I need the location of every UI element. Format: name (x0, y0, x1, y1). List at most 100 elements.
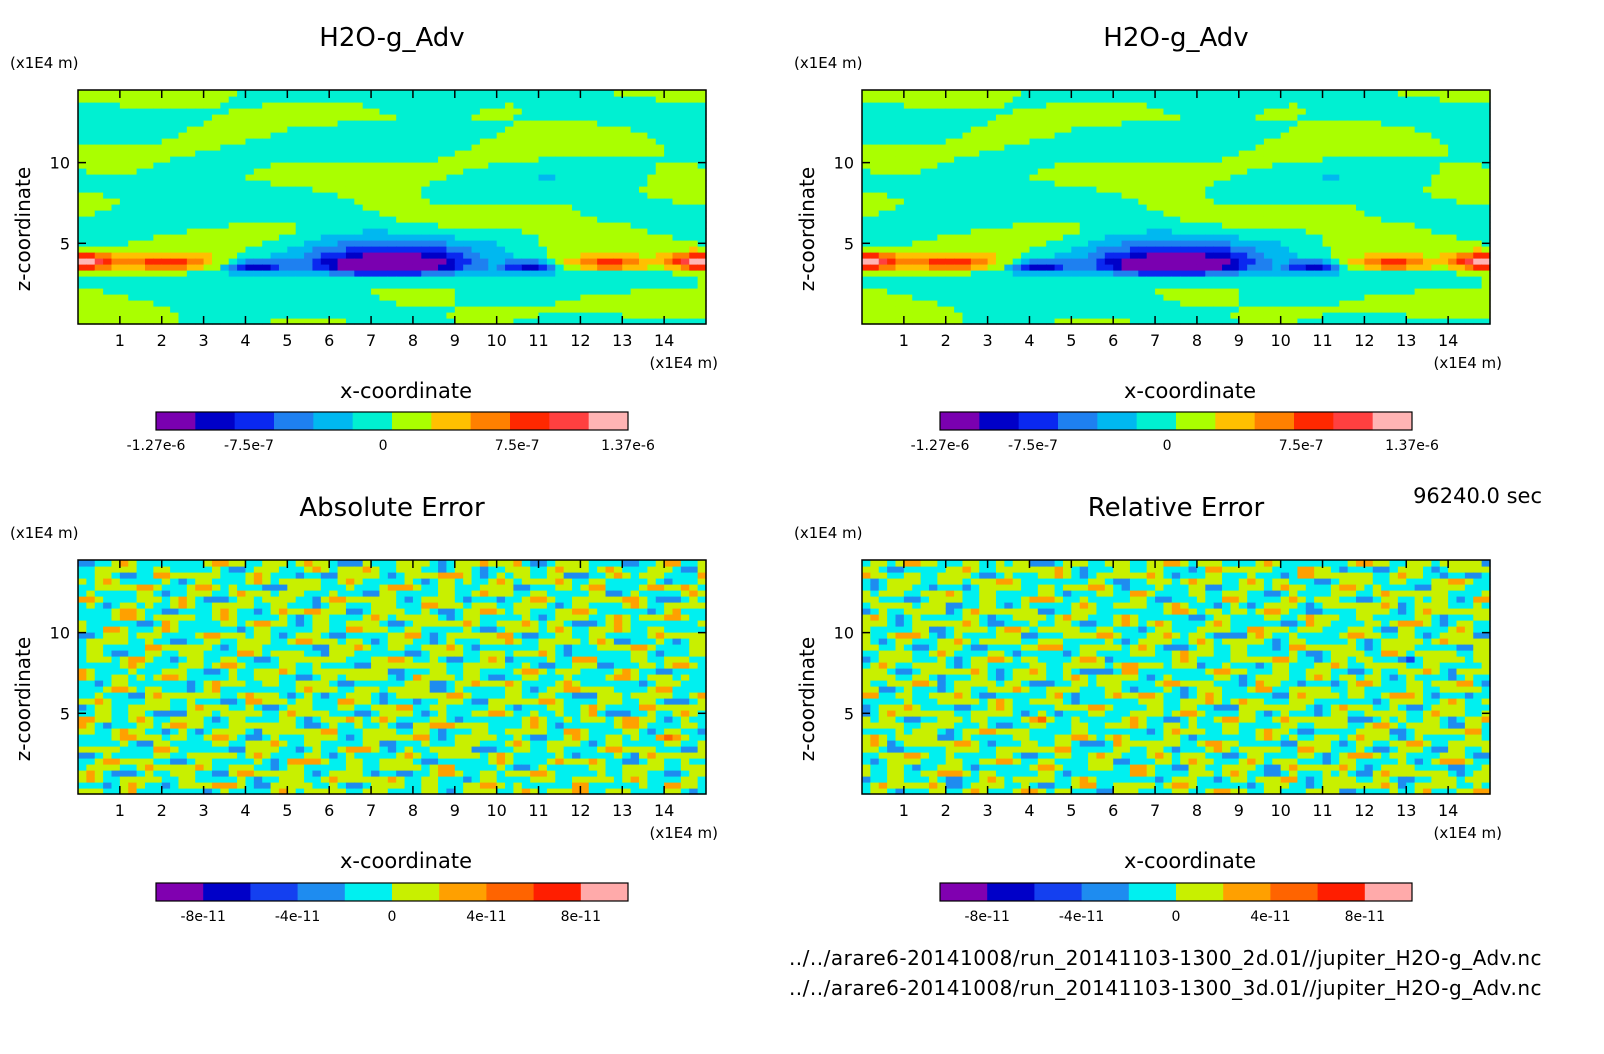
heatmap-cell (253, 204, 263, 211)
heatmap-cell (945, 300, 955, 307)
heatmap-cell (262, 156, 272, 163)
heatmap-cell (78, 90, 87, 97)
heatmap-cell (878, 180, 888, 187)
heatmap-cell (387, 210, 397, 217)
heatmap-cell (479, 96, 489, 103)
heatmap-cell (1079, 228, 1089, 235)
heatmap-cell (1205, 198, 1215, 205)
heatmap-cell (903, 102, 913, 109)
heatmap-cell (111, 120, 121, 127)
heatmap-cell (304, 138, 314, 145)
heatmap-cell (1255, 228, 1265, 235)
heatmap-cell (920, 228, 930, 235)
heatmap-cell (538, 252, 548, 259)
heatmap-cell (697, 186, 707, 193)
heatmap-cell (1180, 150, 1190, 157)
heatmap-cell (1121, 162, 1131, 169)
heatmap-cell (672, 162, 682, 169)
heatmap-cell (371, 234, 381, 241)
heatmap-cell (1088, 168, 1098, 175)
heatmap-cell (278, 294, 288, 301)
heatmap-cell (245, 156, 255, 163)
heatmap-cell (1054, 264, 1064, 271)
heatmap-cell (1138, 204, 1148, 211)
heatmap-cell (463, 294, 473, 301)
heatmap-cell (1180, 204, 1190, 211)
heatmap-cell (488, 138, 498, 145)
heatmap-cell (630, 216, 640, 223)
heatmap-cell (1280, 240, 1290, 247)
heatmap-cell (136, 90, 146, 97)
heatmap-cell (1138, 264, 1148, 271)
heatmap-cell (1247, 132, 1257, 139)
heatmap-cell (1096, 312, 1106, 319)
heatmap-cell (1213, 138, 1223, 145)
heatmap-cell (639, 198, 648, 205)
heatmap-cell (689, 312, 699, 319)
heatmap-cell (454, 192, 464, 199)
heatmap-cell (136, 294, 146, 301)
heatmap-cell (1230, 246, 1240, 253)
heatmap-cell (278, 198, 288, 205)
heatmap-cell (144, 276, 154, 283)
heatmap-cell (396, 138, 406, 145)
heatmap-cell (337, 96, 347, 103)
heatmap-cell (588, 138, 598, 145)
heatmap-cell (211, 276, 221, 283)
heatmap-cell (404, 144, 414, 151)
heatmap-cell (513, 174, 523, 181)
heatmap-cell (664, 120, 674, 127)
heatmap-cell (1213, 144, 1223, 151)
heatmap-cell (580, 108, 590, 115)
heatmap-cell (1255, 222, 1265, 229)
heatmap-cell (1121, 300, 1131, 307)
heatmap-cell (1062, 306, 1072, 313)
heatmap-cell (119, 102, 129, 109)
heatmap-cell (1054, 156, 1064, 163)
heatmap-cell (1155, 180, 1165, 187)
heatmap-cell (1121, 102, 1131, 109)
heatmap-cell (580, 270, 590, 277)
heatmap-cell (178, 282, 188, 289)
heatmap-cell (404, 114, 414, 121)
heatmap-cell (237, 96, 247, 103)
heatmap-cell (471, 102, 481, 109)
heatmap-cell (295, 258, 305, 265)
heatmap-cell (1263, 246, 1273, 253)
heatmap-cell (655, 120, 665, 127)
heatmap-cell (161, 270, 171, 277)
heatmap-cell (253, 156, 263, 163)
heatmap-cell (895, 180, 905, 187)
heatmap-cell (304, 312, 314, 319)
heatmap-cell (962, 180, 972, 187)
heatmap-cell (979, 234, 989, 241)
heatmap-cell (928, 306, 938, 313)
heatmap-cell (1263, 270, 1273, 277)
heatmap-cell (979, 276, 989, 283)
heatmap-cell (1213, 90, 1223, 97)
heatmap-cell (354, 168, 364, 175)
heatmap-cell (103, 174, 113, 181)
heatmap-cell (371, 96, 381, 103)
heatmap-cell (1230, 144, 1240, 151)
heatmap-cell (1088, 90, 1098, 97)
heatmap-cell (928, 240, 938, 247)
heatmap-cell (1196, 102, 1206, 109)
heatmap-cell (1021, 156, 1031, 163)
heatmap-cell (161, 234, 171, 241)
heatmap-cell (1037, 288, 1047, 295)
heatmap-cell (505, 210, 515, 217)
heatmap-cell (1113, 306, 1123, 313)
heatmap-cell (454, 126, 464, 133)
heatmap-cell (572, 90, 581, 97)
heatmap-cell (86, 108, 96, 115)
heatmap-cell (862, 180, 871, 187)
heatmap-cell (622, 288, 632, 295)
heatmap-cell (1037, 312, 1047, 319)
heatmap-cell (1037, 90, 1047, 97)
heatmap-cell (203, 156, 213, 163)
heatmap-cell (262, 126, 272, 133)
heatmap-cell (870, 300, 880, 307)
heatmap-cell (220, 228, 230, 235)
heatmap-cell (379, 120, 389, 127)
